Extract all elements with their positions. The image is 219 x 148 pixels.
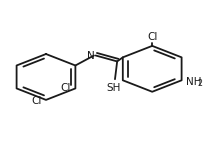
- Text: Cl: Cl: [147, 32, 157, 42]
- Text: Cl: Cl: [61, 83, 71, 93]
- Text: SH: SH: [107, 83, 121, 93]
- Text: NH: NH: [185, 77, 201, 87]
- Text: N: N: [87, 50, 95, 61]
- Text: 2: 2: [198, 79, 203, 89]
- Text: Cl: Cl: [31, 96, 42, 106]
